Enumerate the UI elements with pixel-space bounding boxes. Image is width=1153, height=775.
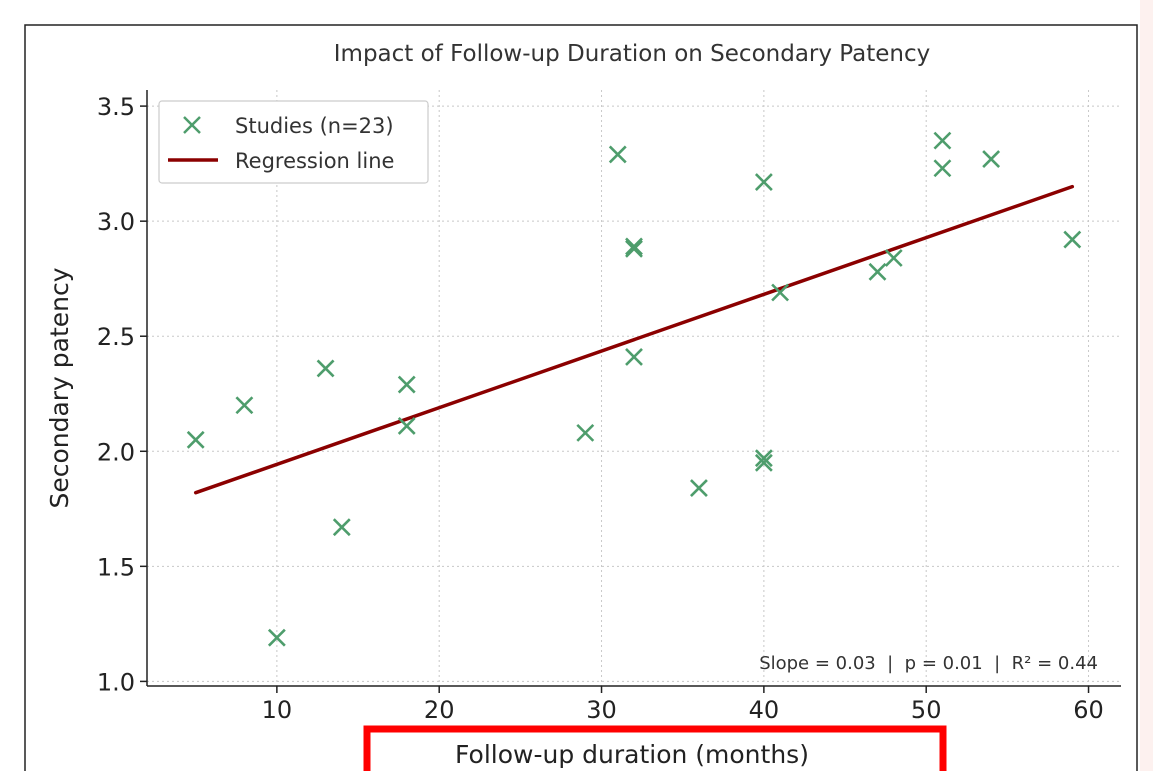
y-tick-label: 1.5 (97, 553, 135, 581)
data-point (754, 173, 773, 191)
right-edge-strip (1140, 0, 1153, 771)
x-ticks: 10 20 30 40 50 60 (262, 686, 1104, 724)
data-point (754, 453, 773, 472)
data-point (933, 159, 952, 178)
y-tick-label: 3.5 (97, 93, 135, 121)
xlabel-highlight-box (363, 725, 947, 775)
data-point (235, 396, 254, 415)
x-tick-label: 20 (424, 696, 455, 724)
legend-label-regression: Regression line (235, 149, 394, 173)
grid-lines (147, 90, 1121, 686)
data-point (186, 430, 205, 449)
legend-box (158, 100, 429, 184)
data-point (397, 375, 416, 394)
data-point (690, 479, 708, 498)
data-point (625, 348, 643, 366)
data-point (868, 262, 887, 281)
y-tick-label: 2.5 (97, 323, 135, 351)
chart-title: Impact of Follow-up Duration on Secondar… (334, 41, 930, 67)
x-tick-label: 10 (262, 696, 293, 724)
data-point (576, 423, 595, 442)
data-points (186, 131, 1082, 647)
data-point (754, 449, 773, 468)
data-point (884, 249, 903, 267)
legend-marker-x-icon (183, 116, 201, 134)
data-point (267, 628, 286, 647)
regression-line (193, 184, 1075, 495)
x-axis-label: Follow-up duration (months) (455, 740, 809, 769)
data-point (933, 131, 952, 150)
data-point (332, 518, 351, 537)
data-point (1063, 230, 1082, 249)
data-point (316, 359, 335, 378)
x-tick-label: 30 (586, 696, 617, 724)
data-point (608, 145, 627, 164)
data-point (982, 150, 1001, 168)
legend: Studies (n=23) Regression line (158, 100, 429, 184)
data-point (771, 283, 790, 302)
x-tick-label: 40 (749, 696, 780, 724)
stats-annotation: Slope = 0.03 | p = 0.01 | R² = 0.44 (759, 653, 1098, 674)
y-tick-label: 1.0 (97, 668, 135, 696)
y-tick-label: 3.0 (97, 208, 135, 236)
y-ticks: 1.0 1.5 2.0 2.5 3.0 3.5 (97, 93, 147, 696)
axes (146, 90, 1121, 687)
data-point (397, 417, 416, 435)
y-tick-label: 2.0 (97, 438, 135, 466)
x-tick-label: 60 (1073, 696, 1104, 724)
y-axis-label: Secondary patency (45, 267, 74, 508)
data-point (625, 239, 643, 258)
legend-label-studies: Studies (n=23) (235, 114, 394, 138)
x-tick-label: 50 (911, 696, 942, 724)
data-point (625, 237, 643, 256)
